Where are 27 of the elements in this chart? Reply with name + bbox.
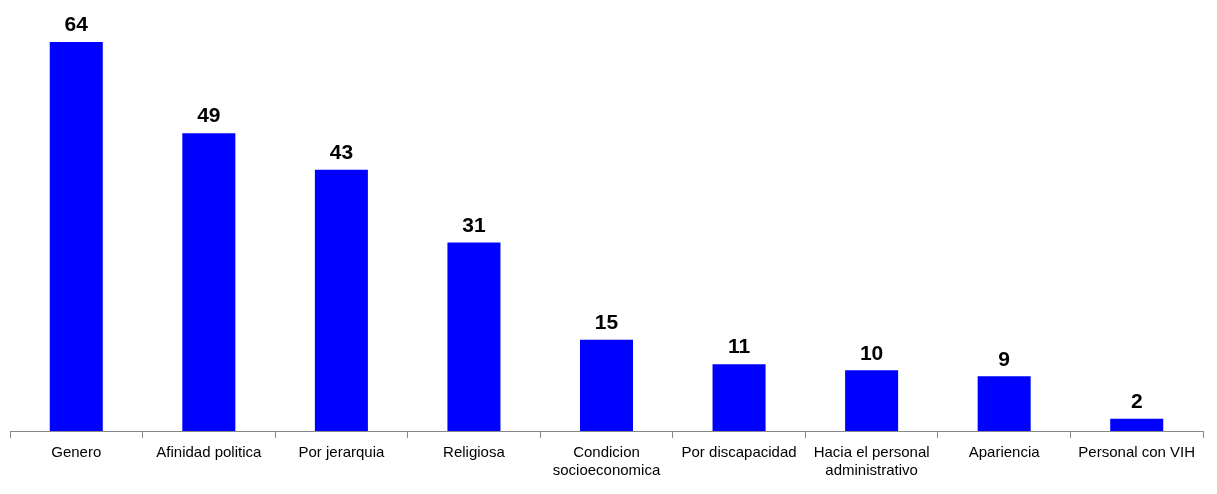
data-label: 49 xyxy=(197,103,221,127)
x-tick-label: Por jerarquia xyxy=(298,443,385,461)
data-label: 43 xyxy=(329,139,354,163)
x-tick-label: Religiosa xyxy=(443,443,506,461)
x-tick-label: Personal con VIH xyxy=(1078,443,1196,461)
data-label: 2 xyxy=(1130,389,1143,413)
data-label: 10 xyxy=(859,340,884,364)
bar xyxy=(1110,418,1164,431)
bar xyxy=(314,169,368,431)
data-label: 15 xyxy=(594,310,619,334)
bar xyxy=(845,370,899,431)
x-tick-label: Hacia el personal administrativo xyxy=(813,443,930,479)
bar xyxy=(447,242,501,431)
data-label: 9 xyxy=(998,346,1011,370)
x-tick-label: Genero xyxy=(51,443,102,461)
bar xyxy=(49,42,103,431)
x-tick-label: Condicion socioeconomica xyxy=(552,443,661,479)
data-label: 31 xyxy=(462,212,486,236)
x-tick-label: Afinidad politica xyxy=(156,443,263,461)
x-tick-label: Por discapacidad xyxy=(681,443,797,461)
x-tick-label: Apariencia xyxy=(968,443,1041,461)
bar xyxy=(182,133,236,431)
bar xyxy=(977,376,1031,431)
bar xyxy=(712,364,766,431)
data-label: 64 xyxy=(64,12,89,36)
bar xyxy=(579,339,634,431)
data-label: 11 xyxy=(727,334,751,358)
